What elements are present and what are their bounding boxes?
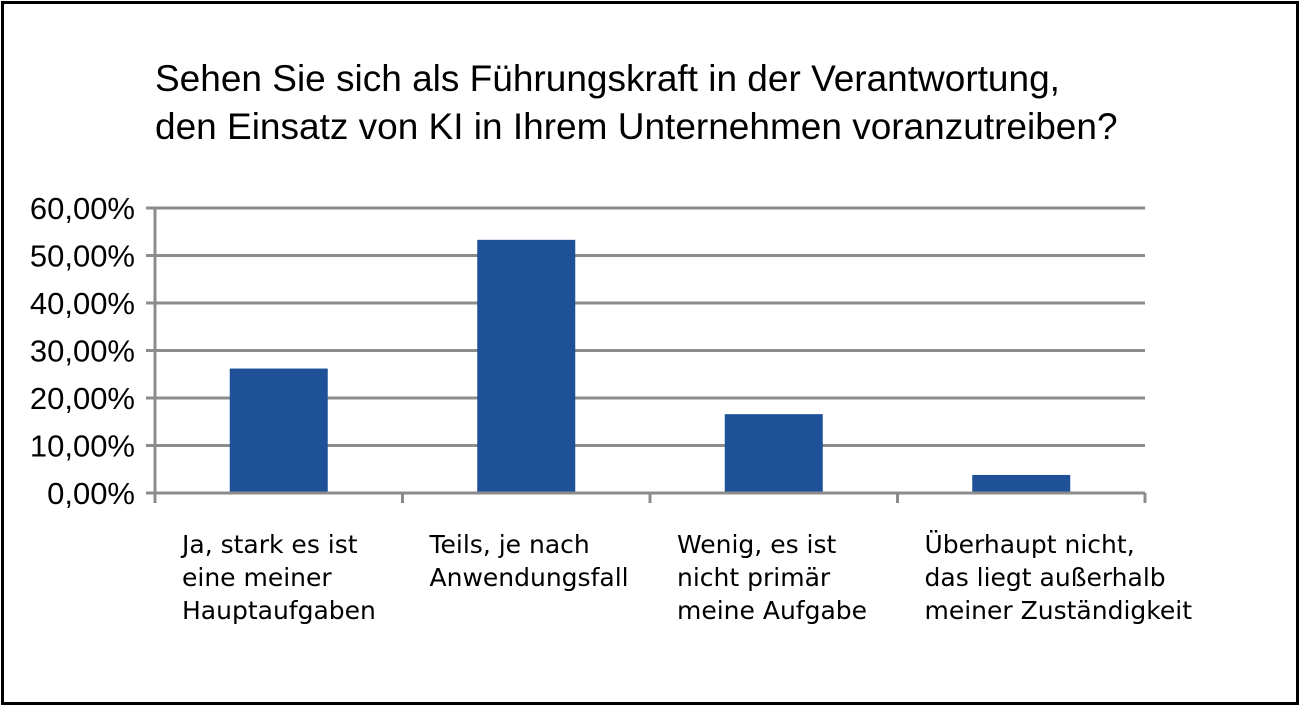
y-tick-label: 30,00%: [30, 334, 135, 369]
bar: [724, 414, 823, 493]
y-tick-label: 0,00%: [47, 476, 135, 511]
y-tick-label: 20,00%: [30, 381, 135, 416]
x-category-label: Überhaupt nicht, das liegt außerhalb mei…: [924, 530, 1193, 625]
y-tick-label: 40,00%: [30, 286, 135, 321]
bar: [972, 474, 1071, 493]
chart-title: Sehen Sie sich als Führungskraft in der …: [155, 58, 1118, 147]
x-category-label: Teils, je nach Anwendungsfall: [429, 530, 629, 592]
y-tick-label: 50,00%: [30, 239, 135, 274]
bar: [477, 239, 576, 493]
bar: [229, 368, 328, 493]
y-tick-label: 60,00%: [30, 191, 135, 226]
x-category-label: Ja, stark es ist eine meiner Hauptaufgab…: [182, 530, 376, 625]
y-tick-label: 10,00%: [30, 429, 135, 464]
x-category-label: Wenig, es ist nicht primär meine Aufgabe: [677, 530, 868, 625]
